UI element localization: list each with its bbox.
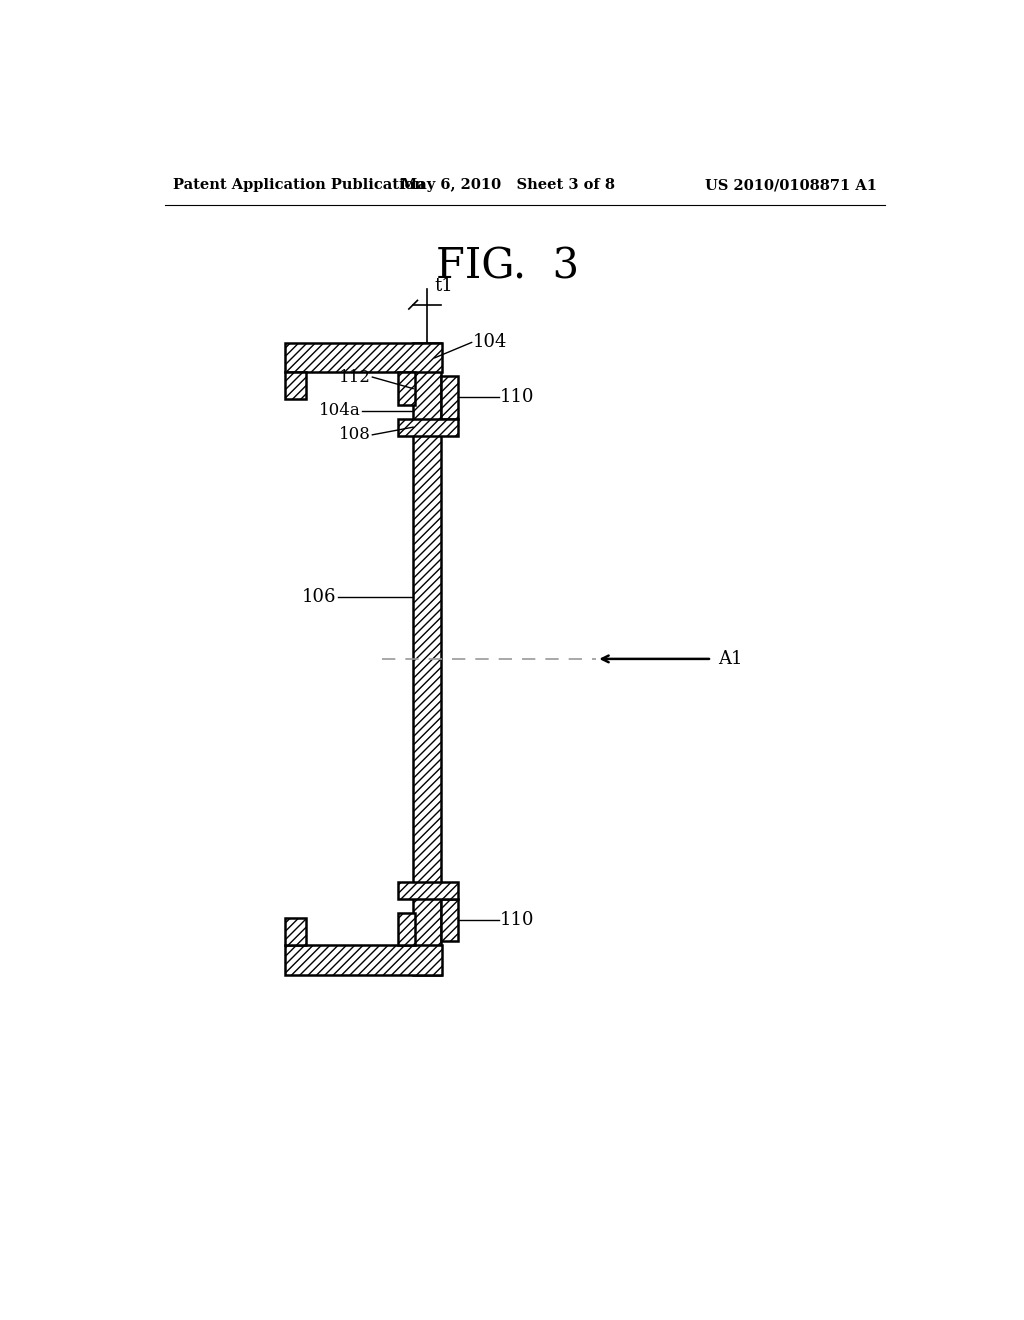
Bar <box>285 919 306 945</box>
Text: FIG.  3: FIG. 3 <box>436 246 580 288</box>
Bar <box>441 376 458 418</box>
Bar <box>413 343 441 974</box>
Text: 106: 106 <box>302 589 336 606</box>
Text: 108: 108 <box>339 426 371 444</box>
Text: 112: 112 <box>339 368 371 385</box>
Bar <box>441 899 458 941</box>
Text: 104a: 104a <box>319 403 360 420</box>
Text: Patent Application Publication: Patent Application Publication <box>173 178 425 193</box>
Text: May 6, 2010   Sheet 3 of 8: May 6, 2010 Sheet 3 of 8 <box>400 178 614 193</box>
Bar <box>285 343 442 372</box>
Bar <box>397 418 458 436</box>
Bar <box>397 913 415 945</box>
Text: US 2010/0108871 A1: US 2010/0108871 A1 <box>706 178 878 193</box>
Text: t1: t1 <box>435 277 454 296</box>
Text: 104: 104 <box>473 334 508 351</box>
Text: 110: 110 <box>500 388 535 407</box>
Bar <box>285 372 306 400</box>
Text: A1: A1 <box>718 649 742 668</box>
Bar <box>397 372 415 405</box>
Text: 110: 110 <box>500 911 535 929</box>
Bar <box>397 882 458 899</box>
Bar <box>285 945 442 974</box>
